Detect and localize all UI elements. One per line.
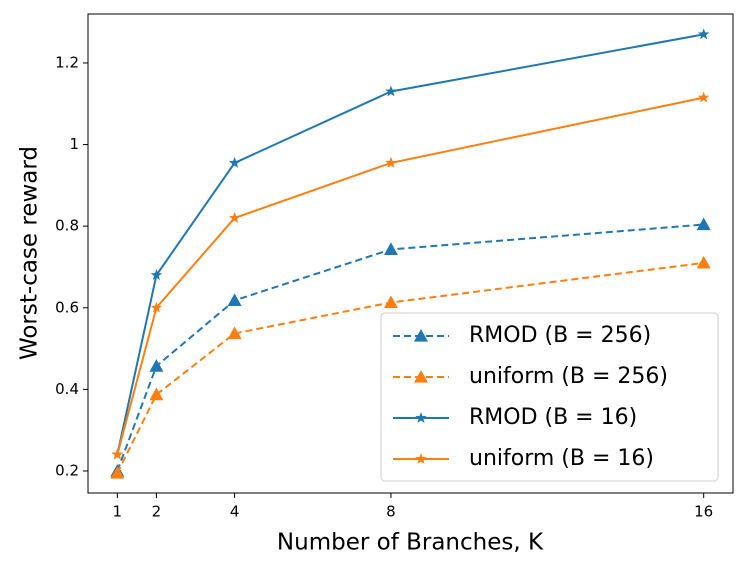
data-point (697, 91, 710, 103)
data-point (696, 217, 711, 231)
data-point (385, 85, 397, 97)
legend-label: RMOD (B = 16) (469, 405, 637, 430)
data-point (385, 156, 397, 168)
data-point (227, 326, 242, 340)
legend-marker (414, 329, 428, 342)
legend-label: RMOD (B = 256) (469, 323, 651, 348)
data-point (150, 301, 163, 313)
series-line (116, 261, 704, 474)
data-point (697, 28, 710, 40)
x-tick-label: 4 (230, 503, 240, 521)
data-point (111, 448, 124, 460)
data-point (149, 359, 164, 372)
legend-label: uniform (B = 256) (469, 364, 668, 389)
x-tick-label: 16 (694, 503, 713, 521)
x-axis-label: Number of Branches, K (277, 530, 544, 556)
y-axis-label: Worst-case reward (17, 146, 43, 360)
data-point (383, 242, 398, 256)
legend-label: uniform (B = 16) (469, 446, 654, 471)
data-point (228, 212, 241, 223)
legend-box (380, 312, 719, 482)
data-point (696, 255, 711, 269)
y-tick-label: 1 (69, 135, 79, 153)
data-point (228, 156, 241, 168)
plot-frame (87, 13, 734, 494)
y-tick-label: 0.8 (55, 217, 79, 235)
y-tick-label: 1.2 (55, 53, 79, 71)
data-point (227, 293, 242, 307)
y-tick-label: 0.6 (55, 298, 79, 316)
data-point (383, 295, 398, 309)
data-point (150, 269, 163, 280)
data-point (110, 466, 125, 479)
legend-marker (415, 453, 427, 464)
y-tick-label: 0.4 (55, 380, 79, 398)
x-tick-label: 1 (113, 503, 123, 521)
legend-marker (414, 370, 428, 383)
y-tick-label: 0.2 (55, 461, 79, 479)
x-tick-label: 2 (152, 503, 162, 521)
legend-marker (415, 412, 427, 423)
data-point (149, 387, 164, 401)
x-tick-label: 8 (386, 503, 396, 521)
